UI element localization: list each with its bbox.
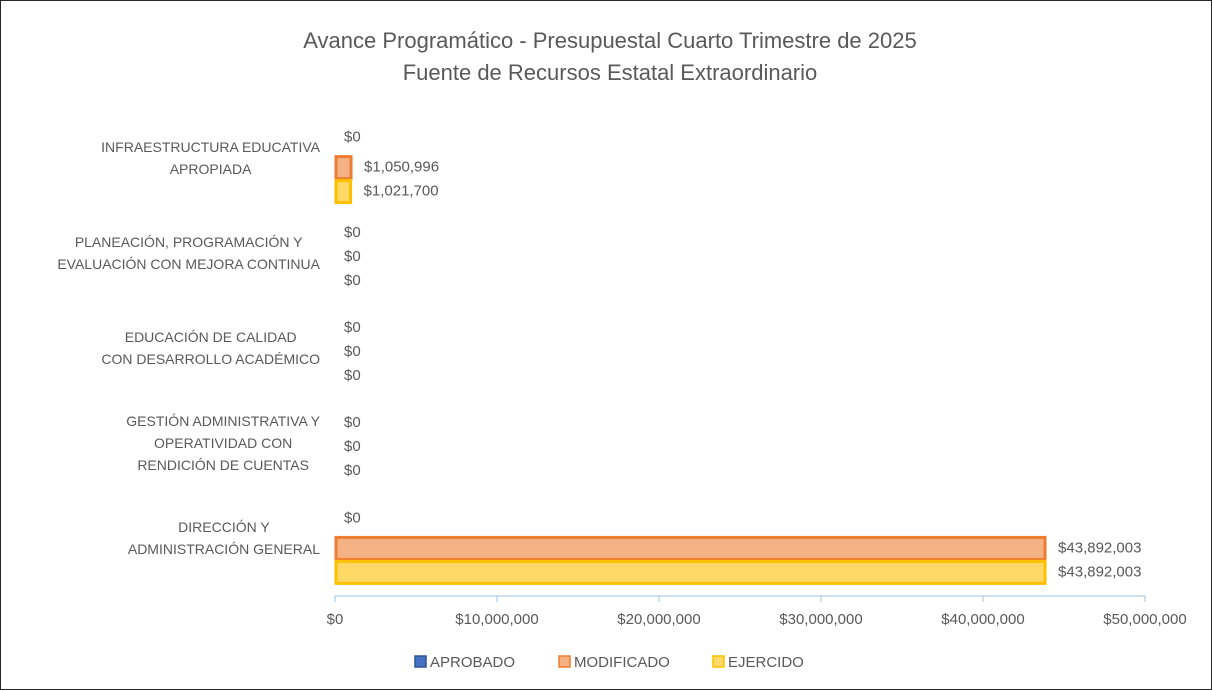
data-label: $43,892,003: [1058, 563, 1141, 580]
bar: [334, 179, 353, 205]
legend-label: EJERCIDO: [728, 654, 804, 671]
legend-swatch: [712, 655, 725, 668]
x-tick-label: $10,000,000: [455, 611, 538, 628]
y-tick-label: DIRECCIÓN Y ADMINISTRACIÓN GENERAL: [127, 519, 320, 558]
data-label: $0: [344, 129, 361, 146]
data-label: $0: [344, 272, 361, 289]
legend-swatch: [414, 655, 427, 668]
bar: [334, 535, 1047, 561]
x-tick-label: $30,000,000: [779, 611, 862, 628]
y-tick-label: PLANEACIÓN, PROGRAMACIÓN Y EVALUACIÓN CO…: [57, 233, 320, 272]
bar: [334, 559, 1047, 585]
data-label: $0: [344, 414, 361, 431]
y-tick-label: EDUCACIÓN DE CALIDAD CON DESARROLLO ACAD…: [101, 329, 320, 367]
x-tick-label: $50,000,000: [1103, 611, 1186, 628]
chart-subtitle: Fuente de Recursos Estatal Extraordinari…: [403, 60, 818, 85]
x-tick-label: $0: [327, 611, 344, 628]
data-label: $1,021,700: [364, 183, 439, 200]
chart-title: Avance Programático - Presupuestal Cuart…: [303, 28, 916, 53]
data-label: $0: [344, 438, 361, 455]
data-label: $0: [344, 224, 361, 241]
y-tick-label: INFRAESTRUCTURA EDUCATIVA APROPIADA: [101, 138, 320, 177]
category-label-box: GESTIÓN ADMINISTRATIVA Y OPERATIVIDAD CO…: [0, 410, 320, 476]
data-label: $0: [344, 319, 361, 336]
data-label: $0: [344, 367, 361, 384]
category-label-box: EDUCACIÓN DE CALIDAD CON DESARROLLO ACAD…: [0, 326, 320, 370]
x-tick-label: $20,000,000: [617, 611, 700, 628]
category-label-box: DIRECCIÓN Y ADMINISTRACIÓN GENERAL: [0, 516, 320, 560]
data-label: $0: [344, 509, 361, 526]
y-tick-label: GESTIÓN ADMINISTRATIVA Y OPERATIVIDAD CO…: [126, 413, 320, 474]
data-label: $1,050,996: [364, 159, 439, 176]
data-label: $43,892,003: [1058, 539, 1141, 556]
data-label: $0: [344, 248, 361, 265]
category-label-box: INFRAESTRUCTURA EDUCATIVA APROPIADA: [0, 136, 320, 180]
data-label: $0: [344, 462, 361, 479]
data-label: $0: [344, 343, 361, 360]
bar: [334, 155, 353, 181]
legend-label: APROBADO: [430, 654, 515, 671]
legend-swatch: [558, 655, 571, 668]
x-tick-label: $40,000,000: [941, 611, 1024, 628]
legend-label: MODIFICADO: [574, 654, 670, 671]
category-label-box: PLANEACIÓN, PROGRAMACIÓN Y EVALUACIÓN CO…: [0, 231, 320, 275]
